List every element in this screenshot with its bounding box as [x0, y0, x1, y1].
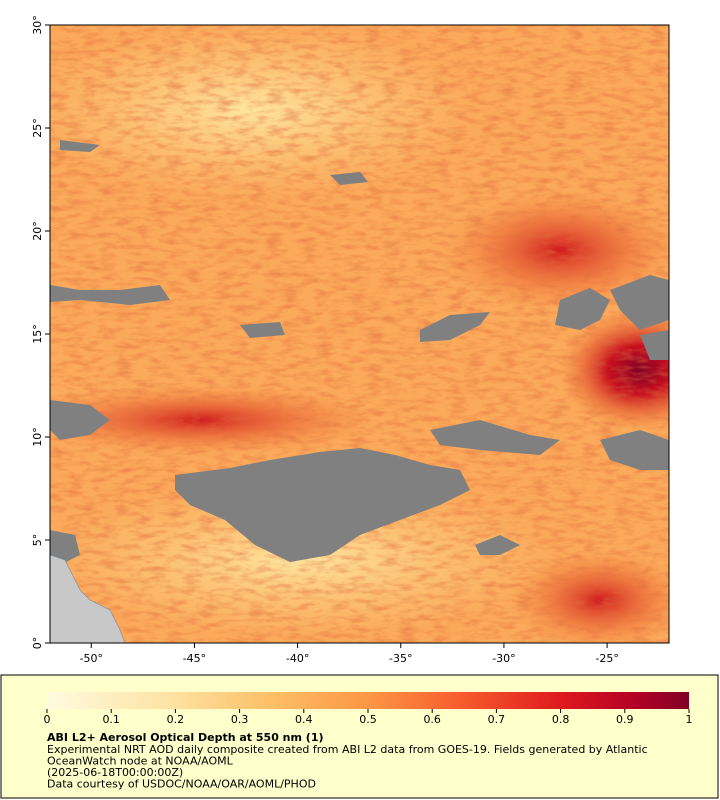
- y-tick-label: 5°: [31, 534, 44, 547]
- y-tick-label: 20°: [31, 221, 44, 241]
- x-tick-label: -25°: [595, 652, 618, 665]
- colorbar-tick-label: 0.7: [488, 713, 506, 726]
- legend-title: ABI L2+ Aerosol Optical Depth at 550 nm …: [47, 731, 324, 744]
- x-tick-label: -50°: [80, 652, 103, 665]
- colorbar-tick-label: 0.9: [616, 713, 634, 726]
- colorbar-tick-label: 0: [44, 713, 51, 726]
- x-tick-label: -30°: [492, 652, 515, 665]
- colorbar-tick-label: 0.6: [423, 713, 441, 726]
- colorbar-tick-label: 0.1: [102, 713, 120, 726]
- legend-note: Data courtesy of USDOC/NOAA/OAR/AOML/PHO…: [47, 778, 316, 791]
- colorbar: [47, 692, 689, 709]
- y-tick-label: 30°: [31, 15, 44, 35]
- legend-note: OceanWatch node at NOAA/AOML: [47, 755, 234, 768]
- colorbar-tick-label: 1: [686, 713, 693, 726]
- x-tick-label: -35°: [389, 652, 412, 665]
- x-tick-label: -45°: [183, 652, 206, 665]
- colorbar-tick-label: 0.3: [231, 713, 249, 726]
- colorbar-tick-label: 0.8: [552, 713, 570, 726]
- colorbar-tick-label: 0.4: [295, 713, 313, 726]
- map-image: [50, 25, 669, 643]
- y-tick-label: 25°: [31, 118, 44, 138]
- x-tick-label: -40°: [286, 652, 309, 665]
- colorbar-tick-label: 0.5: [359, 713, 377, 726]
- legend-note: (2025-06-18T00:00:00Z): [47, 766, 183, 779]
- colorbar-tick-label: 0.2: [167, 713, 185, 726]
- y-tick-label: 10°: [31, 427, 44, 447]
- y-tick-label: 0°: [31, 637, 44, 650]
- y-tick-label: 15°: [31, 324, 44, 344]
- legend-notes: Experimental NRT AOD daily composite cre…: [47, 743, 648, 791]
- legend-note: Experimental NRT AOD daily composite cre…: [47, 743, 648, 756]
